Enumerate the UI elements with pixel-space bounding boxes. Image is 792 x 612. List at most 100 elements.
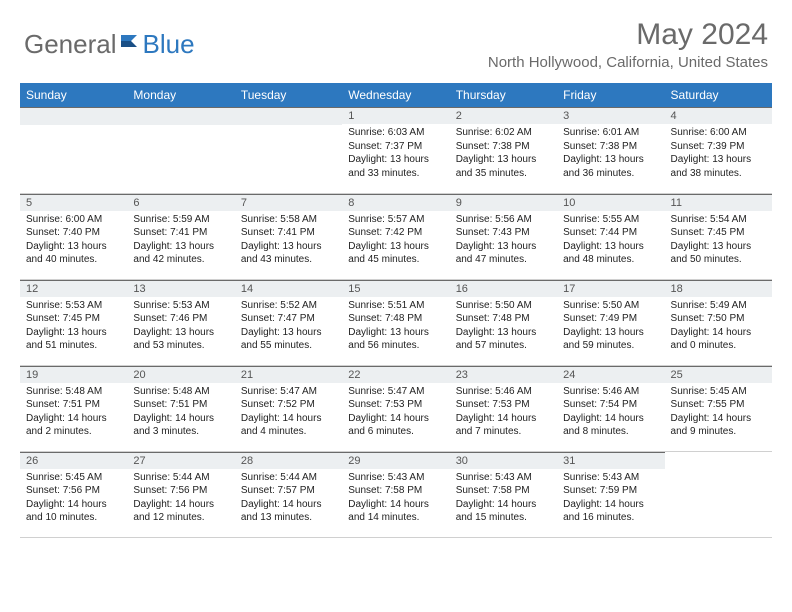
calendar-cell: 13Sunrise: 5:53 AMSunset: 7:46 PMDayligh…: [127, 279, 234, 365]
calendar-week: 26Sunrise: 5:45 AMSunset: 7:56 PMDayligh…: [20, 451, 772, 537]
day-number: 30: [450, 452, 557, 469]
month-title: May 2024: [488, 18, 768, 52]
empty-day: [235, 107, 342, 125]
calendar-cell: [235, 107, 342, 193]
day-number: 18: [665, 280, 772, 297]
day-number: 13: [127, 280, 234, 297]
day-number: 29: [342, 452, 449, 469]
day-number: 26: [20, 452, 127, 469]
day-info: Sunrise: 5:46 AMSunset: 7:53 PMDaylight:…: [450, 383, 557, 441]
day-info: Sunrise: 5:49 AMSunset: 7:50 PMDaylight:…: [665, 297, 772, 355]
weekday-header: Friday: [557, 83, 664, 107]
day-number: 9: [450, 194, 557, 211]
day-number: 24: [557, 366, 664, 383]
day-info: Sunrise: 5:47 AMSunset: 7:53 PMDaylight:…: [342, 383, 449, 441]
day-number: 11: [665, 194, 772, 211]
day-info: Sunrise: 6:02 AMSunset: 7:38 PMDaylight:…: [450, 124, 557, 182]
calendar-cell: 23Sunrise: 5:46 AMSunset: 7:53 PMDayligh…: [450, 365, 557, 451]
calendar-cell: 15Sunrise: 5:51 AMSunset: 7:48 PMDayligh…: [342, 279, 449, 365]
day-number: 7: [235, 194, 342, 211]
page-header: General Blue May 2024 North Hollywood, C…: [0, 0, 792, 73]
calendar-cell: 12Sunrise: 5:53 AMSunset: 7:45 PMDayligh…: [20, 279, 127, 365]
calendar-cell: 11Sunrise: 5:54 AMSunset: 7:45 PMDayligh…: [665, 193, 772, 279]
day-info: Sunrise: 5:52 AMSunset: 7:47 PMDaylight:…: [235, 297, 342, 355]
calendar-cell: [665, 451, 772, 537]
calendar-cell: 3Sunrise: 6:01 AMSunset: 7:38 PMDaylight…: [557, 107, 664, 193]
weekday-header: Tuesday: [235, 83, 342, 107]
calendar-cell: 9Sunrise: 5:56 AMSunset: 7:43 PMDaylight…: [450, 193, 557, 279]
empty-day: [20, 107, 127, 125]
day-info: Sunrise: 5:43 AMSunset: 7:58 PMDaylight:…: [342, 469, 449, 527]
day-number: 10: [557, 194, 664, 211]
day-info: Sunrise: 5:55 AMSunset: 7:44 PMDaylight:…: [557, 211, 664, 269]
day-number: 6: [127, 194, 234, 211]
day-number: 12: [20, 280, 127, 297]
day-info: Sunrise: 5:54 AMSunset: 7:45 PMDaylight:…: [665, 211, 772, 269]
day-number: 22: [342, 366, 449, 383]
calendar-cell: 8Sunrise: 5:57 AMSunset: 7:42 PMDaylight…: [342, 193, 449, 279]
calendar-cell: 27Sunrise: 5:44 AMSunset: 7:56 PMDayligh…: [127, 451, 234, 537]
day-info: Sunrise: 5:44 AMSunset: 7:57 PMDaylight:…: [235, 469, 342, 527]
day-info: Sunrise: 5:47 AMSunset: 7:52 PMDaylight:…: [235, 383, 342, 441]
day-info: Sunrise: 5:58 AMSunset: 7:41 PMDaylight:…: [235, 211, 342, 269]
weekday-header: Thursday: [450, 83, 557, 107]
day-number: 21: [235, 366, 342, 383]
calendar-cell: 31Sunrise: 5:43 AMSunset: 7:59 PMDayligh…: [557, 451, 664, 537]
calendar-cell: 10Sunrise: 5:55 AMSunset: 7:44 PMDayligh…: [557, 193, 664, 279]
day-info: Sunrise: 5:50 AMSunset: 7:48 PMDaylight:…: [450, 297, 557, 355]
day-info: Sunrise: 6:03 AMSunset: 7:37 PMDaylight:…: [342, 124, 449, 182]
day-info: Sunrise: 6:00 AMSunset: 7:39 PMDaylight:…: [665, 124, 772, 182]
day-number: 23: [450, 366, 557, 383]
day-info: Sunrise: 5:59 AMSunset: 7:41 PMDaylight:…: [127, 211, 234, 269]
weekday-header: Sunday: [20, 83, 127, 107]
weekday-header: Wednesday: [342, 83, 449, 107]
calendar-week: 12Sunrise: 5:53 AMSunset: 7:45 PMDayligh…: [20, 279, 772, 365]
calendar-cell: 25Sunrise: 5:45 AMSunset: 7:55 PMDayligh…: [665, 365, 772, 451]
calendar-cell: 5Sunrise: 6:00 AMSunset: 7:40 PMDaylight…: [20, 193, 127, 279]
day-info: Sunrise: 5:53 AMSunset: 7:46 PMDaylight:…: [127, 297, 234, 355]
title-block: May 2024 North Hollywood, California, Un…: [488, 18, 768, 71]
day-info: Sunrise: 5:46 AMSunset: 7:54 PMDaylight:…: [557, 383, 664, 441]
day-number: 1: [342, 107, 449, 124]
day-info: Sunrise: 6:00 AMSunset: 7:40 PMDaylight:…: [20, 211, 127, 269]
calendar-cell: 28Sunrise: 5:44 AMSunset: 7:57 PMDayligh…: [235, 451, 342, 537]
calendar-cell: 30Sunrise: 5:43 AMSunset: 7:58 PMDayligh…: [450, 451, 557, 537]
day-info: Sunrise: 5:44 AMSunset: 7:56 PMDaylight:…: [127, 469, 234, 527]
day-number: 16: [450, 280, 557, 297]
calendar-cell: 2Sunrise: 6:02 AMSunset: 7:38 PMDaylight…: [450, 107, 557, 193]
day-number: 2: [450, 107, 557, 124]
calendar-cell: 19Sunrise: 5:48 AMSunset: 7:51 PMDayligh…: [20, 365, 127, 451]
day-number: 28: [235, 452, 342, 469]
day-number: 4: [665, 107, 772, 124]
day-number: 25: [665, 366, 772, 383]
calendar-cell: 14Sunrise: 5:52 AMSunset: 7:47 PMDayligh…: [235, 279, 342, 365]
day-number: 27: [127, 452, 234, 469]
weekday-row: Sunday Monday Tuesday Wednesday Thursday…: [20, 83, 772, 107]
brand-first: General: [24, 29, 117, 60]
flag-icon: [119, 29, 141, 60]
day-number: 19: [20, 366, 127, 383]
day-info: Sunrise: 5:48 AMSunset: 7:51 PMDaylight:…: [127, 383, 234, 441]
day-info: Sunrise: 6:01 AMSunset: 7:38 PMDaylight:…: [557, 124, 664, 182]
day-number: 8: [342, 194, 449, 211]
day-number: 5: [20, 194, 127, 211]
day-number: 31: [557, 452, 664, 469]
location-subtitle: North Hollywood, California, United Stat…: [488, 54, 768, 71]
calendar-week: 5Sunrise: 6:00 AMSunset: 7:40 PMDaylight…: [20, 193, 772, 279]
calendar-cell: 24Sunrise: 5:46 AMSunset: 7:54 PMDayligh…: [557, 365, 664, 451]
calendar-cell: 7Sunrise: 5:58 AMSunset: 7:41 PMDaylight…: [235, 193, 342, 279]
weekday-header: Saturday: [665, 83, 772, 107]
empty-day: [127, 107, 234, 125]
calendar-cell: 22Sunrise: 5:47 AMSunset: 7:53 PMDayligh…: [342, 365, 449, 451]
day-info: Sunrise: 5:43 AMSunset: 7:59 PMDaylight:…: [557, 469, 664, 527]
day-number: 14: [235, 280, 342, 297]
calendar-cell: 16Sunrise: 5:50 AMSunset: 7:48 PMDayligh…: [450, 279, 557, 365]
day-info: Sunrise: 5:45 AMSunset: 7:56 PMDaylight:…: [20, 469, 127, 527]
day-info: Sunrise: 5:48 AMSunset: 7:51 PMDaylight:…: [20, 383, 127, 441]
day-number: 15: [342, 280, 449, 297]
calendar-cell: 29Sunrise: 5:43 AMSunset: 7:58 PMDayligh…: [342, 451, 449, 537]
calendar-cell: 6Sunrise: 5:59 AMSunset: 7:41 PMDaylight…: [127, 193, 234, 279]
day-info: Sunrise: 5:53 AMSunset: 7:45 PMDaylight:…: [20, 297, 127, 355]
calendar-cell: 20Sunrise: 5:48 AMSunset: 7:51 PMDayligh…: [127, 365, 234, 451]
calendar-table: Sunday Monday Tuesday Wednesday Thursday…: [20, 83, 772, 538]
